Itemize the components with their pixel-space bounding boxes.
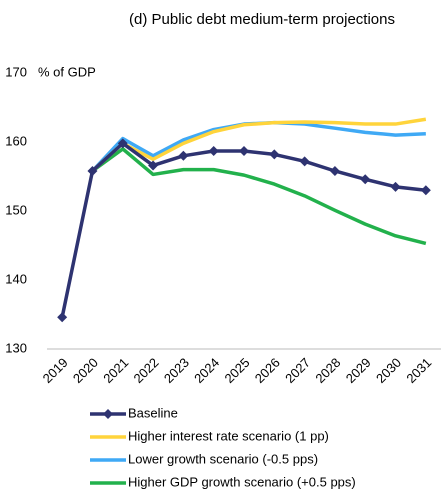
y-axis-label: % of GDP [38, 64, 96, 79]
point-marker [57, 312, 68, 323]
point-marker [420, 185, 431, 196]
point-marker [239, 145, 249, 156]
point-marker [269, 149, 280, 160]
point-marker [360, 174, 371, 185]
x-tick-label: 2031 [403, 355, 434, 386]
point-marker [178, 150, 189, 161]
x-tick-label: 2030 [373, 355, 404, 386]
point-marker [299, 156, 310, 167]
legend-label: Lower growth scenario (-0.5 pps) [128, 451, 318, 466]
point-marker [329, 165, 340, 176]
y-tick-label: 160 [5, 133, 27, 148]
x-tick-label: 2024 [191, 355, 222, 386]
legend-label: Higher GDP growth scenario (+0.5 pps) [128, 474, 356, 489]
series-line [91, 147, 427, 246]
legend-marker [103, 409, 113, 419]
y-tick-label: 140 [5, 271, 27, 286]
x-tick-label: 2025 [221, 355, 252, 386]
x-tick-label: 2029 [343, 355, 374, 386]
x-tick-label: 2022 [131, 355, 162, 386]
y-tick-label: 150 [5, 202, 27, 217]
point-marker [148, 160, 159, 171]
x-tick-label: 2019 [40, 355, 71, 386]
x-tick-label: 2027 [282, 355, 313, 386]
series-line [91, 117, 427, 173]
point-marker [87, 165, 98, 176]
x-tick-label: 2023 [161, 355, 192, 386]
y-tick-label: 130 [5, 340, 27, 355]
x-tick-label: 2028 [312, 355, 343, 386]
x-tick-label: 2021 [100, 355, 131, 386]
point-marker [208, 145, 219, 156]
point-marker [117, 138, 128, 149]
y-tick-label: 170 [5, 64, 27, 79]
series-line [60, 141, 427, 318]
chart-title: (d) Public debt medium-term projections [129, 11, 395, 28]
x-tick-label: 2026 [252, 355, 283, 386]
legend-label: Higher interest rate scenario (1 pp) [128, 428, 329, 443]
point-marker [390, 181, 401, 192]
x-tick-label: 2020 [70, 355, 101, 386]
legend-label: Baseline [128, 405, 178, 420]
